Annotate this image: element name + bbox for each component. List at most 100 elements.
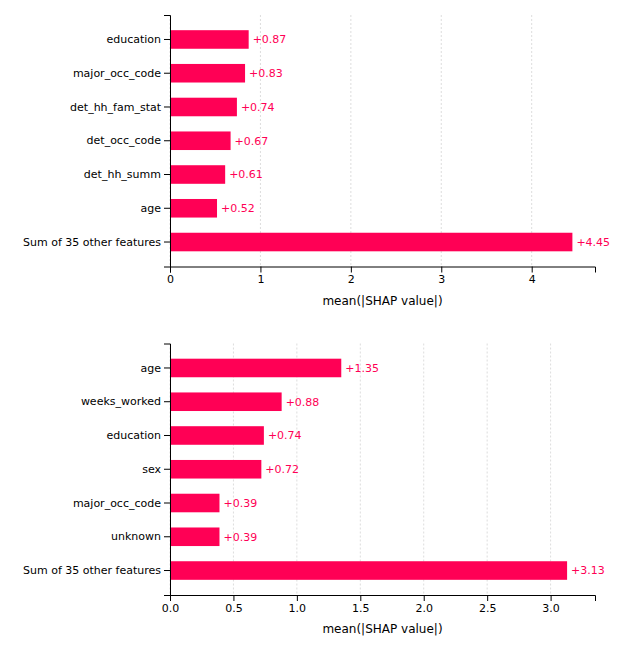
tick-mark: [164, 401, 170, 402]
tick: 0.0: [162, 595, 180, 615]
bar: [170, 233, 572, 252]
tick-label: sex: [142, 463, 161, 476]
tick: 0: [167, 267, 174, 287]
tick-label: Sum of 35 other features: [23, 236, 161, 249]
data-label: +3.13: [571, 564, 605, 577]
tick-label: det_hh_fam_stat: [70, 101, 162, 114]
tick-label: education: [106, 429, 161, 442]
tick-mark: [532, 267, 533, 273]
tick: 2.0: [415, 595, 433, 615]
x-axis: 01234: [167, 267, 596, 287]
data-label: +0.52: [221, 202, 255, 215]
tick-label: det_hh_summ: [84, 168, 161, 181]
bar: [170, 561, 567, 580]
tick-mark: [233, 595, 234, 601]
tick: education: [106, 429, 170, 442]
tick-mark: [164, 140, 170, 141]
bars: [170, 30, 572, 251]
tick-mark: [164, 174, 170, 175]
tick-label: age: [141, 361, 162, 374]
bar: [170, 527, 219, 546]
data-labels: +0.87+0.83+0.74+0.67+0.61+0.52+4.45: [221, 33, 610, 249]
tick: 1: [257, 267, 264, 287]
tick-label: 1: [257, 273, 264, 286]
data-label: +0.88: [286, 396, 320, 409]
tick: 1.5: [352, 595, 370, 615]
tick-label: weeks_worked: [81, 395, 161, 408]
tick: major_occ_code: [73, 67, 170, 80]
bar: [170, 460, 261, 479]
tick: 4: [529, 267, 536, 287]
data-label: +0.74: [241, 101, 275, 114]
data-label: +0.74: [268, 429, 302, 442]
data-label: +4.45: [576, 236, 610, 249]
tick: 3.0: [542, 595, 560, 615]
tick-mark: [164, 570, 170, 571]
bar: [170, 426, 264, 445]
bar: [170, 64, 245, 83]
tick: Sum of 35 other features: [23, 564, 170, 577]
bar: [170, 359, 341, 378]
grid-line: [350, 15, 351, 267]
tick: 0.5: [225, 595, 243, 615]
bar: [170, 165, 225, 184]
tick: education: [106, 33, 170, 46]
axis-line: [164, 344, 171, 596]
tick-label: major_occ_code: [73, 497, 161, 510]
chart: +0.87+0.83+0.74+0.67+0.61+0.52+4.4501234…: [0, 0, 640, 657]
bar: [170, 494, 219, 513]
tick: sex: [142, 463, 170, 476]
tick: age: [141, 361, 171, 374]
data-label: +0.67: [235, 135, 269, 148]
tick: major_occ_code: [73, 497, 170, 510]
tick-label: major_occ_code: [73, 67, 161, 80]
tick-label: education: [106, 33, 161, 46]
tick-mark: [164, 39, 170, 40]
tick-mark: [164, 73, 170, 74]
x-axis-title: mean(|SHAP value|): [322, 294, 442, 308]
tick-label: Sum of 35 other features: [23, 564, 161, 577]
x-axis: 0.0 0.5 1.0 1.5 2.0 2.5 3.0: [162, 595, 596, 615]
tick-mark: [260, 267, 261, 273]
bar: [170, 98, 237, 117]
tick-label: 2.5: [479, 602, 497, 615]
tick-mark: [164, 367, 170, 368]
bar: [170, 392, 282, 411]
grid-line: [360, 344, 361, 596]
tick-label: 3.0: [542, 602, 560, 615]
tick-mark: [360, 595, 361, 601]
tick-label: 1.0: [289, 602, 307, 615]
bar: [170, 131, 231, 150]
tick-label: det_occ_code: [87, 134, 162, 147]
axis-line: [164, 16, 171, 268]
y-axis: education major_occ_code det_hh_fam_statde…: [23, 16, 171, 268]
tick-mark: [164, 242, 170, 243]
data-label: +0.39: [223, 531, 257, 544]
tick-mark: [164, 469, 170, 470]
grid-line: [531, 15, 532, 267]
tick-label: age: [141, 202, 162, 215]
tick: 3: [438, 267, 445, 287]
tick-label: 2.0: [415, 602, 433, 615]
tick: age: [141, 202, 171, 215]
grid-line: [423, 344, 424, 596]
tick-label: unknown: [111, 530, 161, 543]
y-axis: age weeks_worked education sex major_occ_cod…: [23, 344, 171, 596]
tick-mark: [551, 595, 552, 601]
grid-line: [487, 344, 488, 596]
tick: Sum of 35 other features: [23, 236, 170, 249]
tick: unknown: [111, 530, 170, 543]
tick: det_hh_fam_stat: [70, 101, 170, 114]
data-label: +0.83: [249, 67, 283, 80]
x-axis-title: mean(|SHAP value|): [322, 622, 442, 636]
tick: det_occ_code: [87, 134, 170, 147]
data-label: +0.39: [223, 497, 257, 510]
data-label: +0.61: [229, 168, 263, 181]
tick-mark: [164, 106, 170, 107]
tick-mark: [487, 595, 488, 601]
grid: [170, 15, 532, 267]
axis-line: [171, 596, 596, 602]
tick-mark: [441, 267, 442, 273]
data-label: +0.72: [265, 463, 299, 476]
panel: +1.35+0.88+0.74+0.72+0.39+0.39+3.130.00.…: [23, 344, 605, 637]
